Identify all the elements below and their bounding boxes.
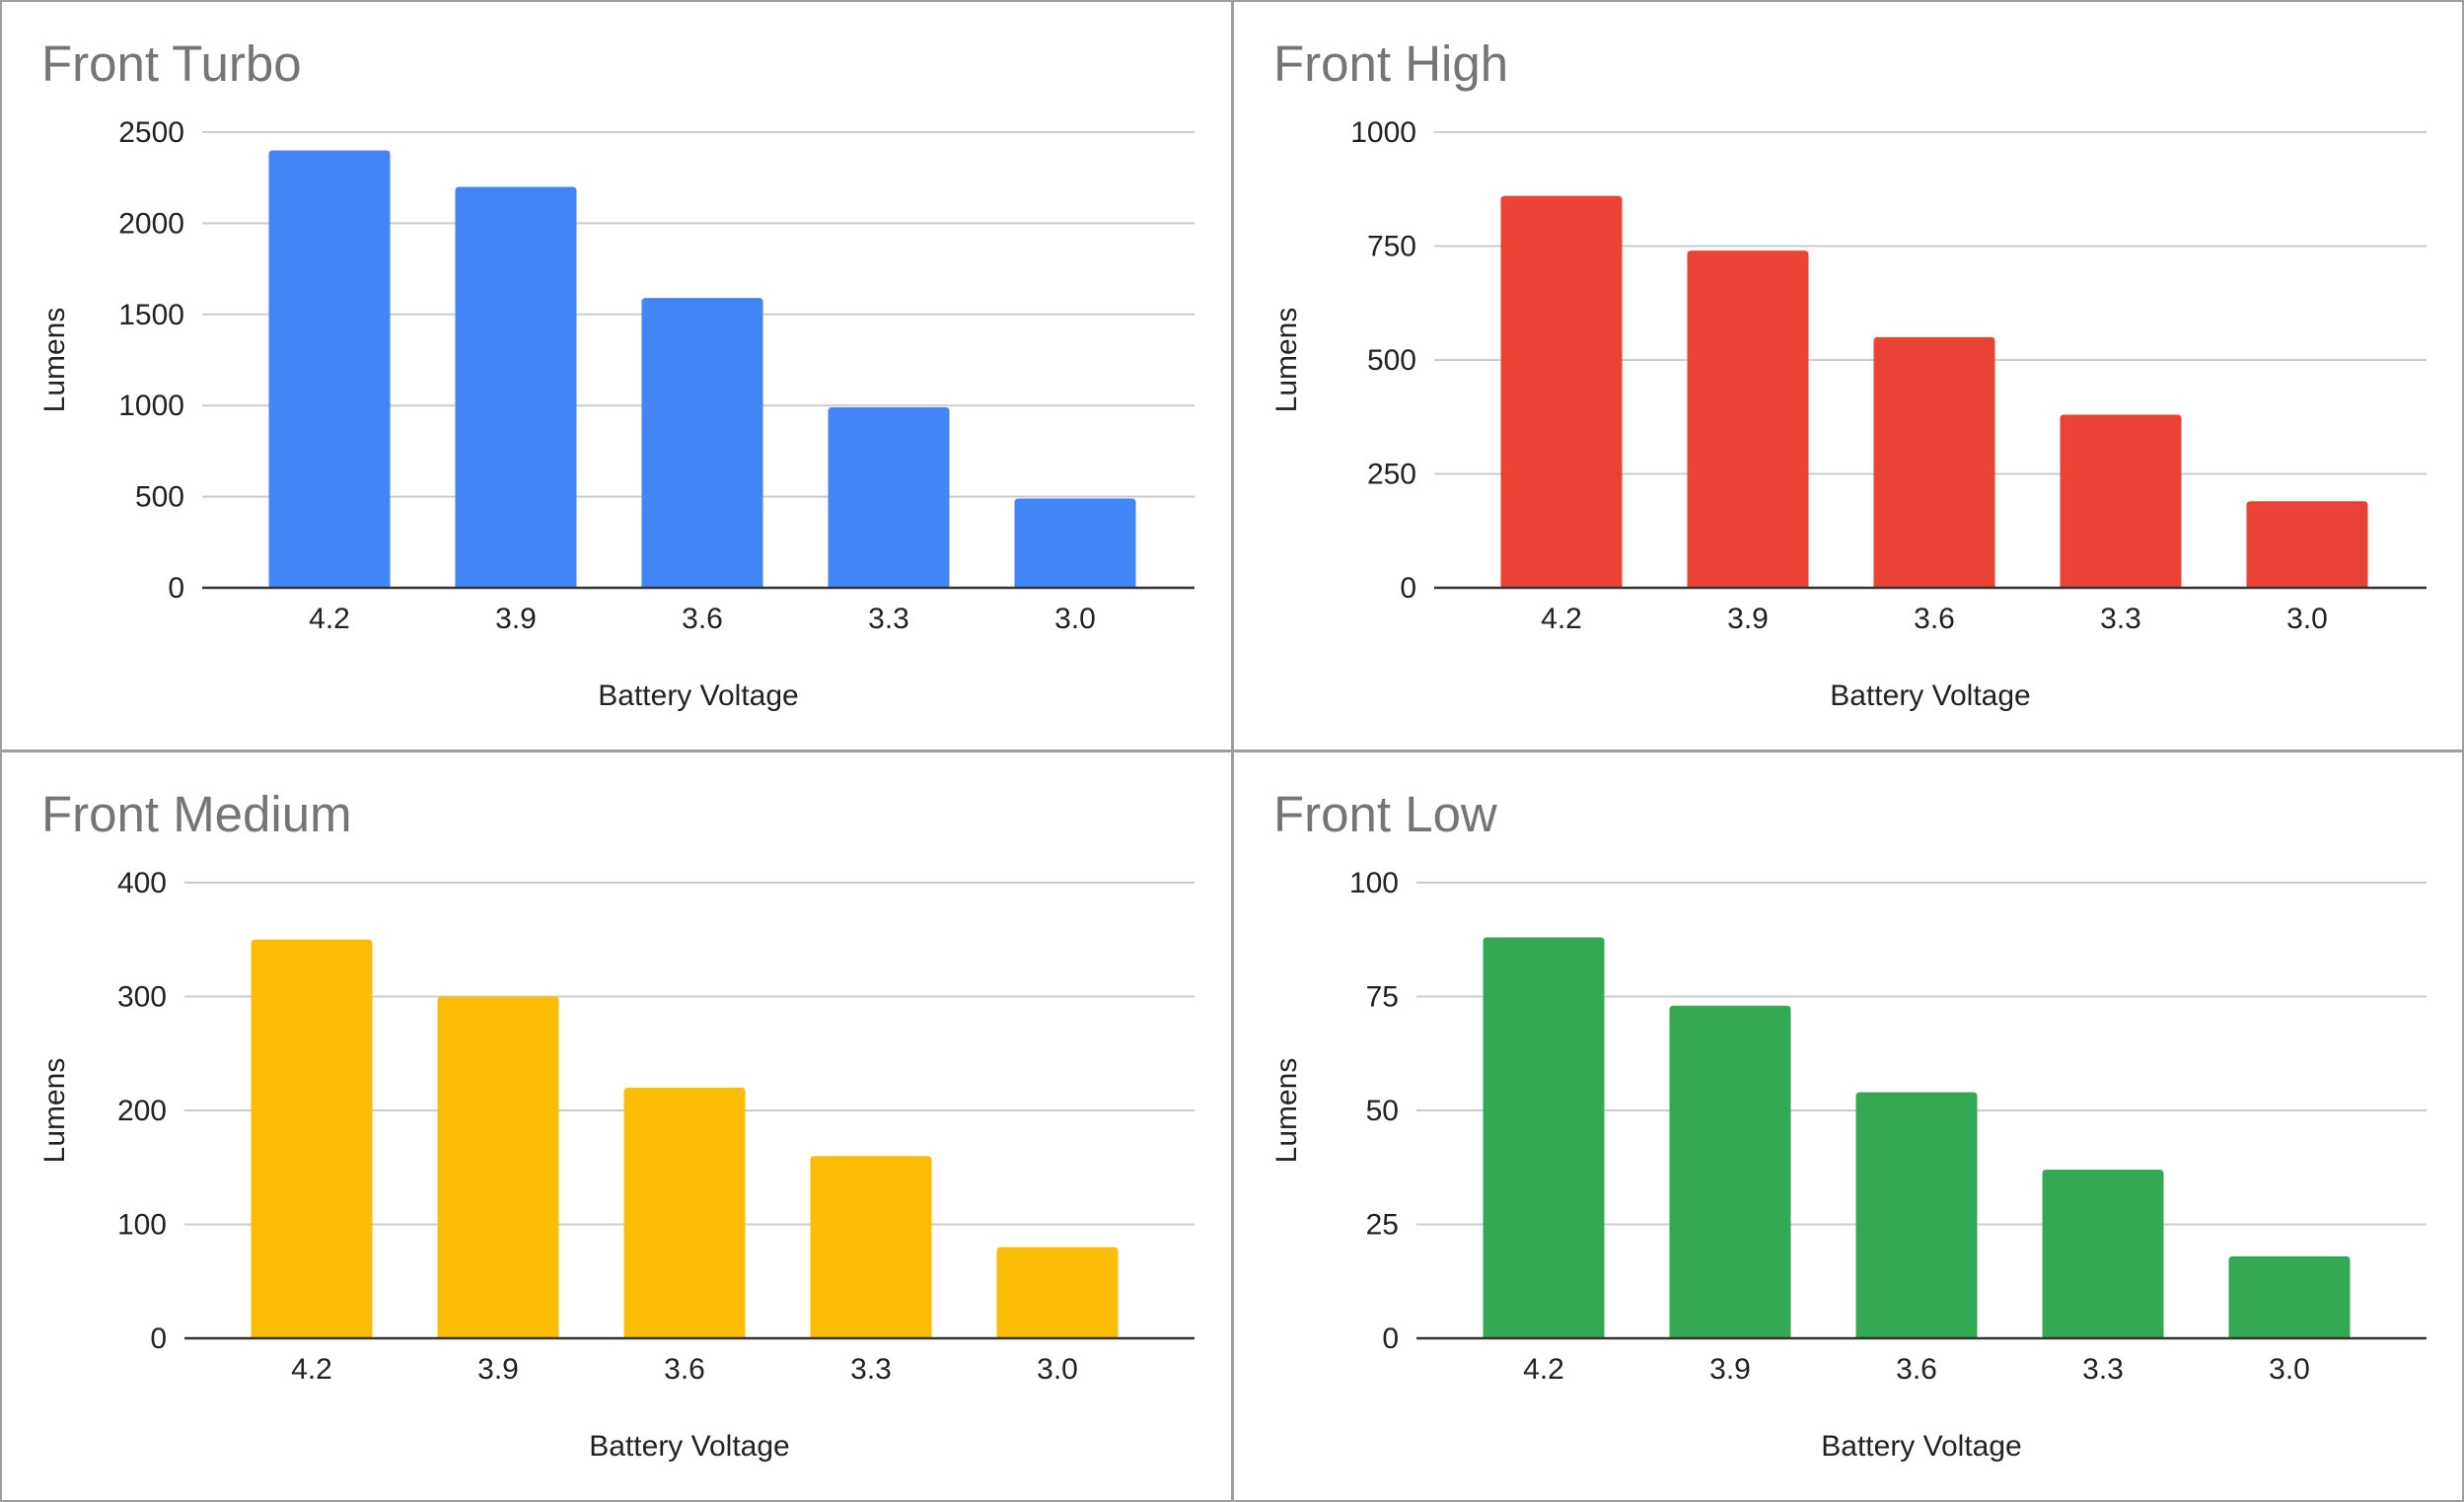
y-tick-label: 1000 — [1350, 116, 1416, 149]
x-tick-labels: 4.2 3.9 3.6 3.3 3.0 — [291, 1353, 1078, 1386]
y-tick-label: 100 — [1349, 867, 1399, 899]
bars — [184, 939, 1195, 1340]
x-tick-label: 3.9 — [1727, 603, 1769, 635]
y-tick-label: 2000 — [118, 207, 184, 240]
bar — [2060, 414, 2182, 588]
bar — [1873, 336, 1995, 588]
y-tick-label: 0 — [1400, 572, 1416, 605]
bar — [810, 1156, 932, 1338]
chart-title: Front Turbo — [41, 36, 302, 92]
bar — [1483, 937, 1605, 1338]
bar — [1014, 498, 1136, 588]
x-tick-labels: 4.2 3.9 3.6 3.3 3.0 — [309, 603, 1096, 635]
bar — [1500, 195, 1623, 588]
bar — [455, 186, 577, 588]
chart-title: Front Medium — [41, 786, 352, 842]
y-axis-title: Lumens — [1270, 1058, 1303, 1164]
y-tick-label: 200 — [117, 1095, 167, 1127]
chart-svg: Front Turbo 0 500 1000 1500 2000 2500 4.2 3.9 3… — [38, 36, 1195, 712]
bar — [828, 407, 950, 588]
y-tick-label: 100 — [117, 1209, 167, 1242]
x-tick-label: 3.3 — [850, 1353, 892, 1386]
bar — [251, 939, 373, 1338]
x-tick-label: 3.6 — [664, 1353, 705, 1386]
y-tick-label: 500 — [1367, 344, 1416, 377]
chart-svg: Front Low 0 25 50 75 100 4.2 3.9 3.6 3.3 3.0 Bat… — [1270, 786, 2427, 1463]
y-tick-label: 0 — [1382, 1323, 1399, 1355]
y-tick-label: 250 — [1367, 459, 1416, 491]
y-axis-title: Lumens — [1270, 308, 1303, 413]
x-tick-label: 4.2 — [291, 1353, 332, 1386]
x-tick-label: 4.2 — [1523, 1353, 1564, 1386]
bars — [1416, 937, 2427, 1340]
chart-panel-front-high: Front High 0 250 500 750 1000 4.2 3.9 3.6 3.3 3.… — [1232, 0, 2464, 751]
y-tick-label: 500 — [135, 481, 184, 514]
chart-title: Front Low — [1273, 786, 1497, 842]
panel-divider-horizontal — [0, 750, 2464, 752]
chart-panel-front-low: Front Low 0 25 50 75 100 4.2 3.9 3.6 3.3 3.0 Bat… — [1232, 751, 2464, 1501]
chart-title: Front High — [1273, 36, 1508, 92]
bars — [1434, 195, 2427, 590]
y-tick-label: 400 — [117, 867, 167, 899]
x-axis-title: Battery Voltage — [598, 679, 798, 712]
x-tick-label: 3.9 — [477, 1353, 519, 1386]
x-tick-label: 3.9 — [1709, 1353, 1751, 1386]
y-tick-label: 0 — [150, 1323, 167, 1355]
x-tick-label: 3.3 — [2100, 603, 2141, 635]
x-tick-label: 3.0 — [2269, 1353, 2310, 1386]
y-tick-labels: 0 500 1000 1500 2000 2500 — [118, 116, 184, 605]
x-tick-label: 3.3 — [868, 603, 909, 635]
x-axis-title: Battery Voltage — [589, 1430, 789, 1463]
y-tick-label: 1500 — [118, 299, 184, 331]
x-tick-label: 3.6 — [1914, 603, 1955, 635]
y-tick-label: 25 — [1366, 1209, 1399, 1242]
bar — [2228, 1255, 2351, 1338]
x-tick-labels: 4.2 3.9 3.6 3.3 3.0 — [1541, 603, 2328, 635]
bar — [2042, 1170, 2164, 1338]
x-tick-label: 3.9 — [495, 603, 537, 635]
y-tick-labels: 0 100 200 300 400 — [117, 867, 167, 1355]
x-tick-label: 3.0 — [2286, 603, 2328, 635]
bar — [1687, 250, 1809, 588]
y-tick-label: 0 — [168, 572, 184, 605]
x-tick-labels: 4.2 3.9 3.6 3.3 3.0 — [1523, 1353, 2310, 1386]
x-axis-title: Battery Voltage — [1830, 679, 2030, 712]
bar — [996, 1247, 1119, 1338]
chart-panel-front-medium: Front Medium 0 100 200 300 400 4.2 3.9 3.6 3.3 3… — [0, 751, 1232, 1501]
bar — [1855, 1092, 1978, 1338]
chart-panel-front-turbo: Front Turbo 0 500 1000 1500 2000 2500 4.2 3.9 3… — [0, 0, 1232, 751]
y-tick-label: 50 — [1366, 1095, 1399, 1127]
x-tick-label: 4.2 — [1541, 603, 1582, 635]
y-tick-labels: 0 250 500 750 1000 — [1350, 116, 1416, 605]
y-tick-label: 2500 — [118, 116, 184, 149]
bar — [623, 1087, 746, 1338]
y-tick-label: 300 — [117, 981, 167, 1014]
bar — [641, 298, 763, 588]
x-tick-label: 3.3 — [2082, 1353, 2124, 1386]
bars — [202, 150, 1195, 590]
y-axis-title: Lumens — [38, 1058, 71, 1164]
x-tick-label: 3.0 — [1054, 603, 1096, 635]
bar — [2246, 501, 2368, 588]
y-tick-label: 1000 — [118, 390, 184, 422]
bar — [1669, 1005, 1791, 1338]
x-axis-title: Battery Voltage — [1821, 1430, 2021, 1463]
x-tick-label: 3.0 — [1037, 1353, 1078, 1386]
x-tick-label: 3.6 — [1896, 1353, 1937, 1386]
y-axis-title: Lumens — [38, 308, 71, 413]
chart-svg: Front High 0 250 500 750 1000 4.2 3.9 3.6 3.3 3.… — [1270, 36, 2427, 712]
y-tick-label: 750 — [1367, 231, 1416, 263]
chart-svg: Front Medium 0 100 200 300 400 4.2 3.9 3.6 3.3 3… — [38, 786, 1195, 1463]
y-tick-label: 75 — [1366, 981, 1399, 1014]
x-tick-label: 3.6 — [682, 603, 723, 635]
y-tick-labels: 0 25 50 75 100 — [1349, 867, 1399, 1355]
x-tick-label: 4.2 — [309, 603, 350, 635]
bar — [437, 996, 559, 1338]
bar — [268, 150, 391, 589]
